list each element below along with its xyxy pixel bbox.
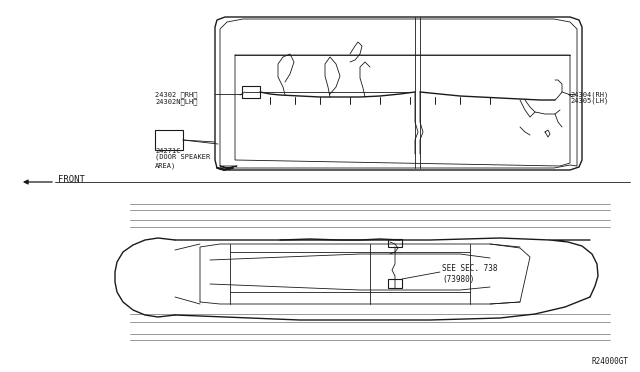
Text: 24302N〈LH〉: 24302N〈LH〉	[155, 98, 198, 105]
Text: 24305(LH): 24305(LH)	[570, 98, 608, 105]
Text: (DOOR SPEAKER
AREA): (DOOR SPEAKER AREA)	[155, 154, 211, 169]
Text: 24302 〈RH〉: 24302 〈RH〉	[155, 92, 198, 98]
Text: FRONT: FRONT	[58, 175, 85, 184]
Text: R24000GT: R24000GT	[591, 357, 628, 366]
FancyBboxPatch shape	[388, 239, 402, 247]
FancyBboxPatch shape	[388, 279, 402, 288]
FancyBboxPatch shape	[155, 130, 183, 150]
Text: SEE SEC. 738
(73980): SEE SEC. 738 (73980)	[442, 264, 497, 285]
Text: 24304(RH): 24304(RH)	[570, 92, 608, 98]
Text: 24271C: 24271C	[155, 148, 180, 154]
FancyBboxPatch shape	[242, 86, 260, 98]
